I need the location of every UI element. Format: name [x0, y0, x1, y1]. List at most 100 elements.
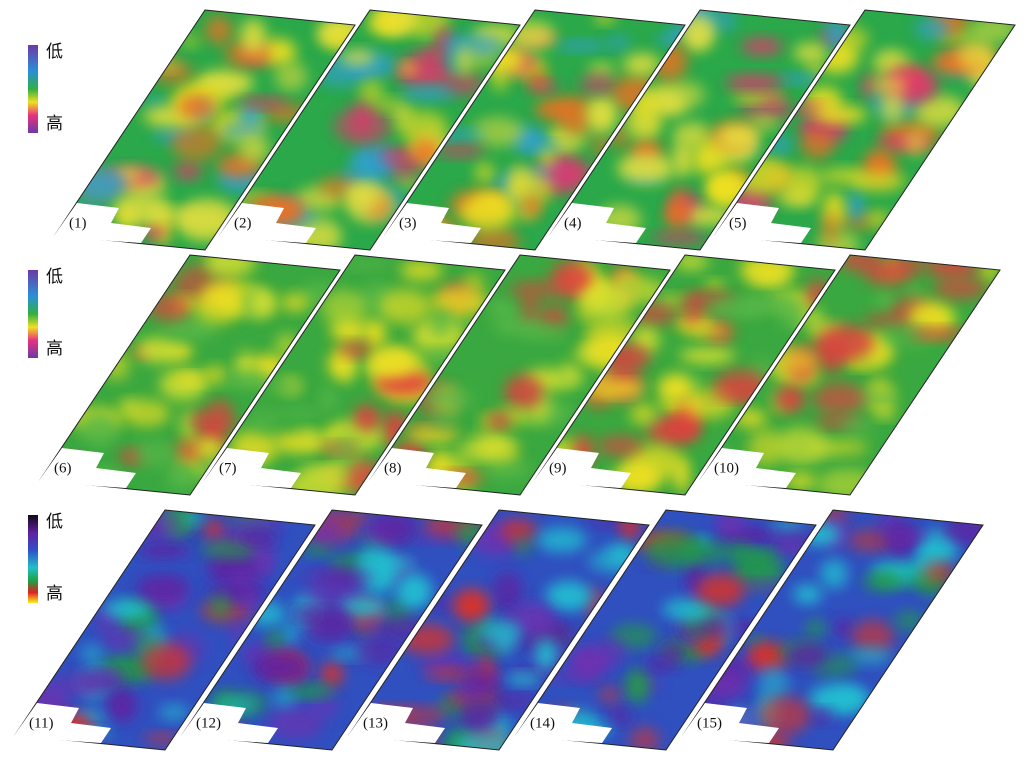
map-patch [419, 48, 444, 61]
map-patch [697, 573, 745, 606]
map-patch [81, 643, 104, 664]
map-patch [812, 709, 832, 722]
map-patch [969, 15, 1018, 44]
map-patch [785, 166, 822, 202]
map-patch [718, 125, 760, 150]
map-patch [239, 596, 260, 612]
map-patch [362, 617, 381, 638]
map-patch [281, 621, 299, 647]
map-patch [926, 254, 979, 278]
map-patch [133, 439, 177, 467]
map-patch [354, 638, 402, 665]
map-patch [870, 76, 907, 94]
map-patch [339, 260, 393, 270]
map-patch [514, 537, 532, 555]
map-patch [505, 673, 542, 684]
map-patch [839, 251, 880, 271]
map-patch [477, 459, 535, 481]
map-patch [866, 211, 890, 227]
map-patch [569, 647, 613, 676]
map-patch [93, 671, 126, 681]
map-patch [904, 129, 927, 156]
map-patch [846, 191, 865, 221]
map-patch [205, 16, 233, 44]
map-patch [504, 375, 543, 409]
map-patch [210, 595, 231, 618]
figure: 低高(1)(2)(3)(4)(5)低高(6)(7)(8)(9)(10)低高(11… [0, 0, 1036, 768]
map-patch [555, 40, 608, 51]
panel-label: (15) [697, 715, 722, 731]
map-patch [813, 383, 865, 415]
map-patch [609, 709, 631, 724]
map-patch [793, 585, 822, 604]
map-patch [686, 325, 730, 337]
map-patch [453, 589, 490, 622]
map-patch [330, 433, 359, 460]
map-patch [574, 347, 599, 362]
map-patch [171, 125, 221, 161]
map-patch [456, 729, 512, 765]
map-patch [840, 416, 875, 438]
map-patch [651, 80, 705, 110]
map-patch [523, 195, 541, 217]
map-patch [776, 386, 805, 413]
map-patch [521, 292, 538, 322]
map-patch [180, 35, 200, 48]
map-patch [177, 95, 215, 119]
map-patch [509, 281, 563, 298]
map-patch [914, 17, 951, 39]
map-patch [316, 567, 372, 588]
map-patch [599, 382, 644, 396]
map-patch [425, 386, 473, 411]
map-patch [138, 510, 183, 538]
map-patch [776, 541, 806, 554]
map-patch [138, 544, 191, 557]
legend-colorbar [28, 270, 38, 358]
map-patch [475, 162, 495, 184]
map-patch [617, 153, 674, 183]
map-patch [820, 107, 867, 123]
map-patch [822, 211, 839, 245]
map-patch [118, 400, 138, 413]
map-patch [457, 658, 488, 669]
map-patch [204, 247, 256, 277]
map-patch [401, 86, 455, 101]
map-patch [338, 342, 373, 357]
map-patch [665, 202, 685, 227]
map-patch [137, 574, 188, 601]
map-patch [455, 45, 474, 75]
map-patch [428, 413, 458, 428]
map-patch [273, 407, 323, 419]
map-patch [884, 531, 934, 542]
panel-label: (14) [530, 715, 555, 731]
legend-colorbar [28, 515, 38, 603]
panel-label: (4) [564, 215, 582, 231]
map-patch [849, 171, 906, 192]
map-patch [237, 531, 278, 545]
map-patch [249, 289, 276, 318]
map-patch [835, 618, 852, 637]
map-patch [203, 520, 224, 538]
map-patch [396, 573, 432, 609]
map-patch [460, 194, 516, 230]
map-patch [539, 149, 555, 167]
map-patch [652, 232, 707, 243]
map-patch [240, 98, 289, 109]
map-patch [818, 469, 877, 501]
map-patch [877, 408, 895, 419]
map-patch [894, 253, 927, 277]
map-patch [741, 38, 783, 55]
map-patch [793, 43, 829, 63]
map-patch [136, 337, 183, 363]
map-patch [280, 294, 309, 312]
map-patch [644, 659, 678, 671]
map-patch [148, 293, 192, 321]
map-patch [275, 62, 307, 92]
map-patch [347, 181, 385, 215]
map-patch [301, 429, 317, 444]
map-patch [459, 699, 500, 730]
legend-low-label: 低 [46, 267, 63, 286]
panel-label: (7) [219, 460, 237, 476]
map-patch [655, 35, 679, 46]
legend-low-label: 低 [46, 512, 63, 531]
